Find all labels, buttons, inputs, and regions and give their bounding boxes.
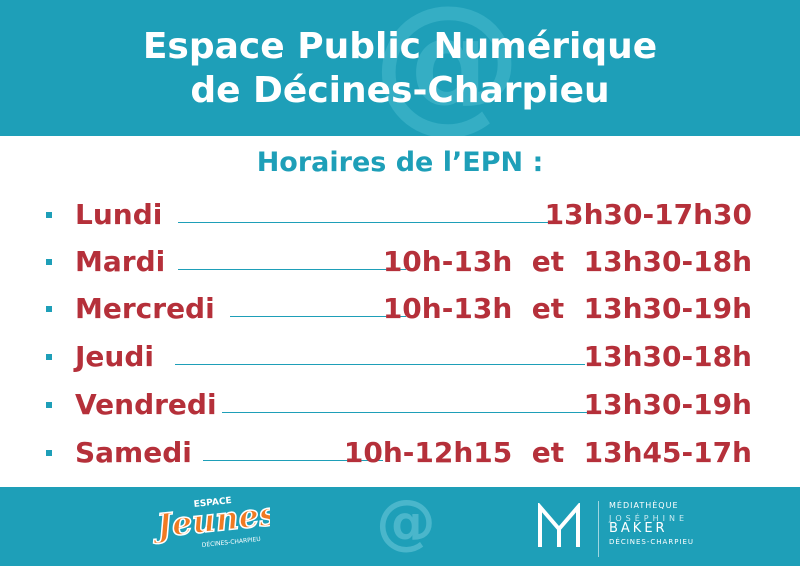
bullet-icon [46,402,52,408]
schedule-heading: Horaires de l’EPN : [256,147,544,178]
mediatheque-label: MÉDIATHÈQUE [609,501,679,510]
day-label: Jeudi [75,340,154,373]
mediatheque-m-logo [538,503,580,547]
footer-banner: ESPACE Jeunes DÉCINES-CHARPIEU @ MÉDIATH… [0,487,800,566]
leader-line [230,316,406,317]
hours-value: 10h-13h et 13h30-19h [382,292,752,325]
leader-line [222,412,587,413]
page-title-line2: de Décines-Charpieu [190,70,610,111]
day-label: Mardi [75,245,166,278]
hours-value: 13h30-17h30 [544,198,752,231]
svg-text:ESPACE: ESPACE [193,496,232,510]
schedule-row-mercredi: Mercredi 10h-13h et 13h30-19h [0,290,800,330]
mediatheque-name-small: JOSÉPHINE [609,514,689,523]
bullet-icon [46,259,52,265]
page-title-line1: Espace Public Numérique [142,26,658,67]
leader-line [178,269,406,270]
day-label: Samedi [75,436,192,469]
bullet-icon [46,354,52,360]
schedule-row-lundi: Lundi 13h30-17h30 [0,196,800,236]
mediatheque-city: DÉCINES-CHARPIEU [609,538,695,546]
leader-line [175,364,585,365]
schedule-row-vendredi: Vendredi 13h30-19h [0,386,800,426]
schedule-row-mardi: Mardi 10h-13h et 13h30-18h [0,243,800,283]
schedule-row-samedi: Samedi 10h-12h15 et 13h45-17h [0,434,800,474]
schedule-row-jeudi: Jeudi 13h30-18h [0,338,800,378]
hours-value: 10h-13h et 13h30-18h [382,245,752,278]
header-banner: @ Espace Public Numérique de Décines-Cha… [0,0,800,136]
bullet-icon [46,450,52,456]
mediatheque-logo: MÉDIATHÈQUE JOSÉPHINE BAKER DÉCINES-CHAR… [598,501,719,557]
mediatheque-name-big: BAKER [609,521,668,536]
day-label: Mercredi [75,292,215,325]
espace-jeunes-logo: ESPACE Jeunes DÉCINES-CHARPIEU [150,494,270,549]
day-label: Vendredi [75,388,217,421]
hours-value: 13h30-18h [583,340,752,373]
bullet-icon [46,306,52,312]
at-sign-icon: @ [376,487,436,557]
leader-line [203,460,383,461]
hours-value: 13h30-19h [583,388,752,421]
day-label: Lundi [75,198,163,231]
hours-value: 10h-12h15 et 13h45-17h [343,436,752,469]
at-sign-icon: @ [372,0,522,136]
leader-line [178,222,548,223]
bullet-icon [46,212,52,218]
